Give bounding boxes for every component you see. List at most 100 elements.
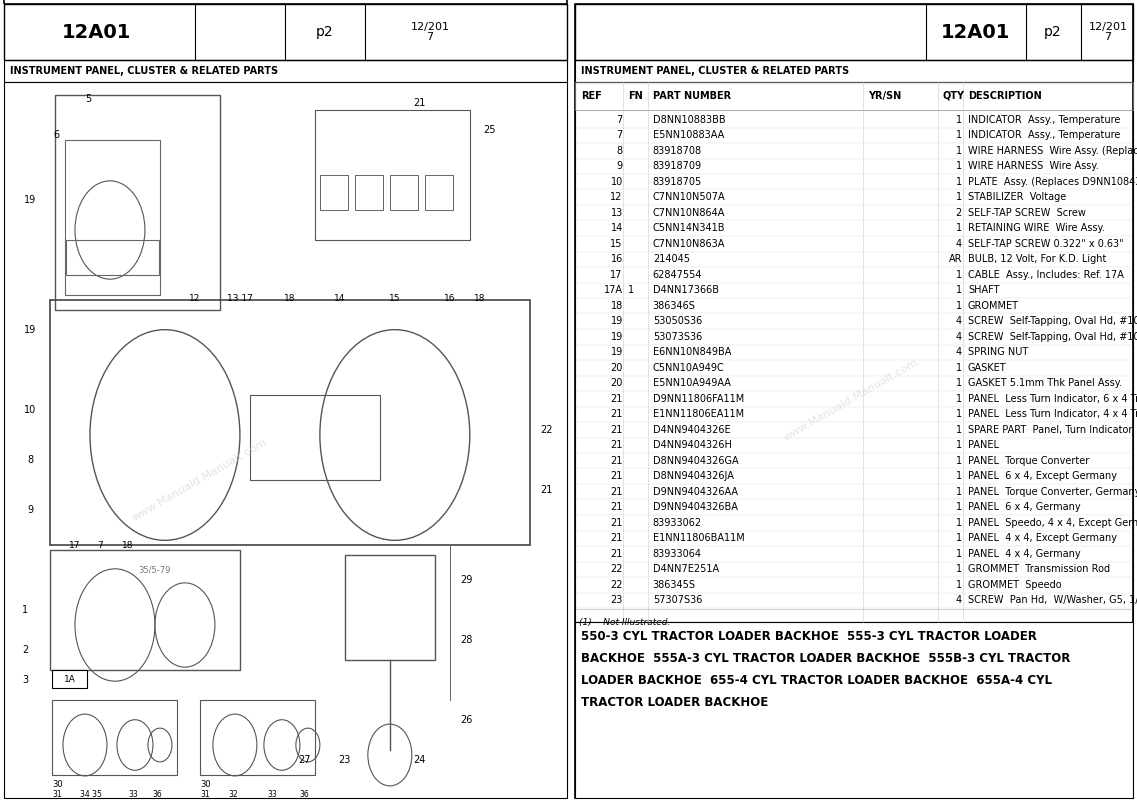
Text: 19: 19 [611,347,623,357]
Text: C5NN10A949C: C5NN10A949C [653,363,724,373]
Text: 19: 19 [611,332,623,342]
Text: C5NN14N341B: C5NN14N341B [653,223,725,233]
Text: PANEL  Torque Converter: PANEL Torque Converter [968,456,1089,466]
Text: 17: 17 [611,269,623,280]
Text: 27: 27 [299,755,312,765]
Text: GASKET 5.1mm Thk Panel Assy.: GASKET 5.1mm Thk Panel Assy. [968,379,1122,388]
Text: 386346S: 386346S [653,301,696,310]
Text: 12: 12 [189,294,200,302]
Text: 17: 17 [69,541,81,549]
Text: 22: 22 [540,425,553,435]
Text: 20: 20 [611,363,623,373]
Text: 7: 7 [616,115,623,125]
Text: 4: 4 [956,316,962,326]
Text: PANEL  6 x 4, Except Germany: PANEL 6 x 4, Except Germany [968,472,1117,481]
Bar [52,700,177,775]
Text: BULB, 12 Volt, For K.D. Light: BULB, 12 Volt, For K.D. Light [968,254,1106,264]
Text: 83918709: 83918709 [653,161,702,172]
Text: 33: 33 [268,790,277,799]
Text: 15: 15 [611,239,623,249]
Text: D9NN9404326AA: D9NN9404326AA [653,487,738,496]
Text: SPRING NUT: SPRING NUT [968,347,1028,357]
Text: E5NN10A949AA: E5NN10A949AA [653,379,731,388]
Text: C7NN10N864A: C7NN10N864A [653,208,725,218]
Text: 12: 12 [611,192,623,202]
Text: FN: FN [628,91,642,101]
Text: 12A01: 12A01 [63,22,132,42]
Text: (1)    Not Illustrated.: (1) Not Illustrated. [579,618,670,627]
Text: 36: 36 [300,790,309,799]
Text: D9NN11806FA11M: D9NN11806FA11M [653,394,744,403]
Text: DESCRIPTION: DESCRIPTION [968,91,1041,101]
Text: 21: 21 [611,533,623,543]
Text: p2: p2 [1044,25,1062,39]
Text: LOADER BACKHOE  655-4 CYL TRACTOR LOADER BACKHOE  655A-4 CYL: LOADER BACKHOE 655-4 CYL TRACTOR LOADER … [581,674,1052,687]
Text: D8NN9404326GA: D8NN9404326GA [653,456,738,466]
Text: E1NN11806EA11M: E1NN11806EA11M [653,409,744,419]
Text: 31: 31 [200,790,209,799]
Text: 8: 8 [616,146,623,156]
Text: 14: 14 [611,223,623,233]
Bar [575,60,1132,82]
Text: 20: 20 [611,379,623,388]
Text: SELF-TAP SCREW  Screw: SELF-TAP SCREW Screw [968,208,1086,218]
Text: SCREW  Self-Tapping, Oval Hd, #10-16 x 1-1/2": SCREW Self-Tapping, Oval Hd, #10-16 x 1-… [968,332,1137,342]
Text: 214045: 214045 [653,254,690,264]
Text: D4NN17366B: D4NN17366B [653,286,719,295]
Text: 53073S36: 53073S36 [653,332,702,342]
Text: 1: 1 [956,440,962,450]
Text: GROMMET  Speedo: GROMMET Speedo [968,580,1062,589]
Bar [66,240,159,275]
Text: 21: 21 [414,98,426,108]
Text: D4NN9404326E: D4NN9404326E [653,425,730,435]
Bar [5,4,566,60]
Text: 1: 1 [956,286,962,295]
Text: D4NN7E251A: D4NN7E251A [653,565,719,574]
Text: SPARE PART  Panel, Turn Indicator: SPARE PART Panel, Turn Indicator [968,425,1132,435]
Text: PANEL  Torque Converter, Germany: PANEL Torque Converter, Germany [968,487,1137,496]
Text: SHAFT: SHAFT [968,286,999,295]
Bar [55,95,219,310]
Text: C7NN10N507A: C7NN10N507A [653,192,725,202]
Text: 62847554: 62847554 [653,269,703,280]
Bar [50,550,240,670]
Text: STABILIZER  Voltage: STABILIZER Voltage [968,192,1067,202]
Text: CABLE  Assy., Includes: Ref. 17A: CABLE Assy., Includes: Ref. 17A [968,269,1123,280]
Bar [575,82,1132,110]
Bar [65,140,160,295]
Text: 1: 1 [956,161,962,172]
Text: WIRE HARNESS  Wire Assy.: WIRE HARNESS Wire Assy. [968,161,1098,172]
Text: 1: 1 [956,115,962,125]
Text: 83918708: 83918708 [653,146,702,156]
Text: 21: 21 [540,485,553,495]
Text: D9NN9404326BA: D9NN9404326BA [653,502,738,512]
Bar [5,82,566,798]
Text: 21: 21 [611,487,623,496]
Text: 1: 1 [956,363,962,373]
Text: 33: 33 [128,790,138,799]
Text: 1: 1 [956,518,962,528]
Text: C7NN10N863A: C7NN10N863A [653,239,725,249]
Text: SELF-TAP SCREW 0.322" x 0.63": SELF-TAP SCREW 0.322" x 0.63" [968,239,1123,249]
Text: 1: 1 [956,130,962,140]
Bar [50,300,530,545]
Bar [390,175,417,210]
Text: 21: 21 [611,502,623,512]
Text: 9: 9 [27,505,33,515]
Text: 21: 21 [611,472,623,481]
Text: 19: 19 [24,325,36,335]
Text: 1: 1 [956,269,962,280]
Text: 30: 30 [200,780,210,789]
Text: 12/201
7: 12/201 7 [410,22,449,43]
Text: 36: 36 [152,790,161,799]
Text: 21: 21 [611,456,623,466]
Text: 18: 18 [474,294,485,302]
Text: PANEL  4 x 4, Except Germany: PANEL 4 x 4, Except Germany [968,533,1117,543]
Text: 2: 2 [956,208,962,218]
Text: GASKET: GASKET [968,363,1006,373]
Bar [355,175,383,210]
Text: 1: 1 [956,176,962,187]
Text: 34 35: 34 35 [80,790,102,799]
Text: E5NN10883AA: E5NN10883AA [653,130,724,140]
Text: 16: 16 [445,294,456,302]
